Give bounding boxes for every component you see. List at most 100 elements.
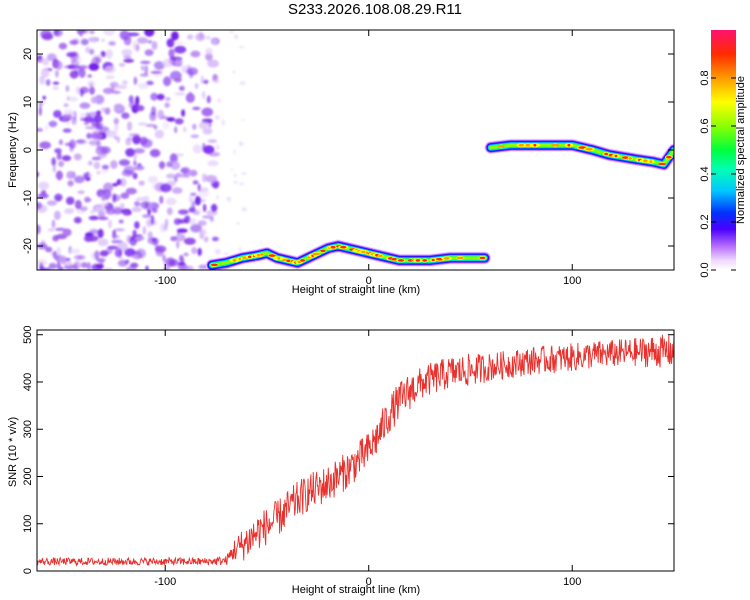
noise-blob (59, 139, 63, 145)
noise-blob (203, 79, 209, 84)
track-hotspot (431, 258, 435, 262)
noise-blob (37, 258, 48, 267)
noise-blob (114, 123, 119, 132)
noise-blob (140, 60, 151, 65)
noise-blob (148, 175, 158, 184)
noise-blob (68, 96, 78, 102)
track-hotspot (666, 155, 672, 159)
track-hotspot (518, 143, 524, 147)
track-hotspot (320, 249, 326, 253)
y-tick-label: -10 (22, 190, 34, 206)
noise-blob (120, 192, 130, 199)
noise-blob (166, 173, 176, 179)
noise-blob (39, 267, 51, 270)
noise-blob (37, 224, 41, 235)
x-tick-label: 100 (563, 275, 581, 287)
noise-blob (117, 84, 128, 90)
noise-blob (142, 226, 146, 235)
noise-blob (226, 196, 232, 202)
noise-blob (210, 203, 218, 213)
noise-blob (89, 86, 95, 95)
noise-blob (37, 193, 49, 199)
noise-blob (76, 139, 85, 144)
noise-blob (212, 236, 219, 242)
noise-blob (159, 195, 164, 204)
noise-blob (85, 171, 91, 182)
noise-blob (101, 197, 109, 201)
noise-blob (65, 85, 70, 92)
noise-blob (108, 41, 116, 46)
track-hotspot (604, 152, 609, 156)
noise-blob (118, 219, 124, 224)
noise-blob (68, 113, 72, 120)
noise-blob (150, 70, 162, 74)
track-hotspot (391, 257, 397, 261)
noise-blob (176, 172, 181, 178)
track-hotspot (232, 259, 237, 262)
noise-blob (144, 65, 149, 75)
noise-blob (201, 91, 206, 100)
noise-blob (37, 128, 44, 132)
noise-blob (242, 118, 245, 122)
noise-blob (142, 214, 152, 219)
noise-blob (114, 228, 125, 232)
track-hotspot (268, 254, 276, 257)
noise-blob (133, 151, 137, 161)
x-tick-label: -100 (154, 576, 176, 588)
track-hotspot (649, 160, 653, 163)
noise-blob (94, 94, 105, 105)
noise-blob (174, 118, 184, 125)
noise-blob (90, 96, 97, 104)
noise-blob (177, 228, 188, 233)
noise-blob (156, 93, 165, 101)
noise-blob (149, 149, 161, 158)
noise-blob (215, 144, 220, 150)
noise-blob (186, 67, 199, 76)
noise-blob (88, 62, 100, 71)
noise-blob (60, 255, 67, 265)
noise-blob (89, 48, 95, 55)
noise-blob (168, 48, 175, 58)
colorbar-tick-label: 0.6 (699, 118, 711, 133)
noise-blob (131, 206, 142, 213)
noise-blob (174, 92, 186, 96)
track-hotspot (300, 259, 306, 262)
noise-blob (42, 95, 46, 100)
noise-blob (132, 172, 138, 180)
noise-blob (239, 81, 246, 85)
track-hotspot (361, 250, 366, 254)
noise-blob (230, 30, 234, 34)
noise-blob (99, 122, 104, 130)
noise-blob (205, 47, 213, 55)
noise-blob (51, 219, 56, 229)
colorbar-gradient (711, 30, 736, 270)
noise-blob (103, 191, 112, 199)
noise-blob (40, 68, 50, 78)
noise-blob (87, 235, 99, 242)
noise-region (37, 30, 247, 270)
track-hotspot (256, 253, 261, 257)
noise-blob (83, 121, 89, 126)
y-tick-label: 100 (22, 515, 34, 533)
noise-blob (89, 30, 95, 34)
noise-blob (154, 129, 164, 139)
colorbar: 0.0 0.2 0.4 0.6 0.8 Normalized spectral ampl… (699, 30, 747, 278)
noise-blob (205, 52, 213, 61)
noise-blob (133, 160, 137, 167)
colorbar-label: Normalized spectral amplitude (735, 76, 747, 224)
noise-blob (188, 195, 194, 203)
noise-blob (61, 155, 72, 162)
chart-title: S233.2026.108.08.29.R11 (287, 1, 463, 18)
noise-blob (80, 112, 85, 120)
noise-blob (84, 196, 91, 203)
noise-blob (174, 126, 178, 134)
noise-blob (147, 40, 153, 44)
noise-blob (173, 218, 182, 226)
track-hotspot (340, 245, 347, 249)
noise-blob (105, 75, 115, 79)
track-hotspot (365, 251, 369, 255)
noise-blob (223, 252, 229, 255)
noise-blob (71, 116, 77, 125)
noise-blob (38, 181, 50, 190)
track-hotspot (415, 259, 421, 262)
